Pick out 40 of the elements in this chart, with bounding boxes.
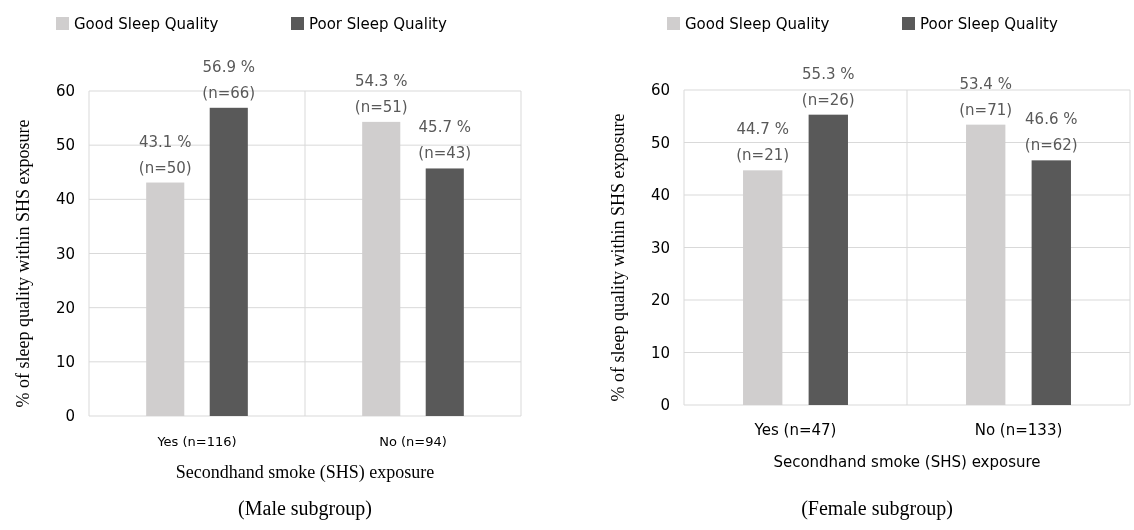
y-tick-label: 10 — [650, 343, 670, 362]
y-tick-label: 40 — [650, 186, 670, 204]
y-tick-label: 40 — [55, 190, 75, 209]
legend-label: Good Sleep Quality — [685, 15, 830, 33]
x-tick-label: No (n=94) — [379, 434, 447, 449]
legend-label: Poor Sleep Quality — [920, 15, 1058, 33]
y-axis-title: % of sleep quality within SHS exposure — [13, 119, 33, 408]
x-axis-title: Secondhand smoke (SHS) exposure — [175, 462, 435, 483]
data-label: 56.9 % (n=66) — [202, 57, 256, 102]
y-tick-label: 30 — [55, 244, 75, 263]
y-tick-label: 50 — [55, 136, 75, 155]
data-label: 44.7 % (n=21) — [736, 120, 790, 165]
bar — [209, 107, 248, 416]
y-tick-label: 0 — [660, 396, 670, 414]
x-tick-label: Yes (n=116) — [156, 434, 237, 449]
y-tick-label: 10 — [55, 352, 75, 371]
x-tick-label: No (n=133) — [974, 421, 1063, 439]
y-tick-label: 0 — [65, 407, 75, 425]
y-axis-title: % of sleep quality within SHS exposure — [608, 113, 628, 402]
text: (Female subgroup) — [801, 497, 953, 520]
legend-label: Poor Sleep Quality — [309, 15, 447, 33]
legend-label: Good Sleep Quality — [74, 15, 219, 33]
data-label: 53.4 % (n=71) — [959, 74, 1013, 119]
text: (Male subgroup) — [238, 497, 372, 520]
data-label: 54.3 % (n=51) — [354, 71, 408, 116]
y-tick-label: 20 — [55, 298, 75, 317]
bar — [1031, 160, 1071, 405]
y-tick-label: 60 — [650, 81, 670, 99]
data-label: 55.3 % (n=26) — [801, 64, 855, 109]
y-tick-label: 20 — [650, 291, 670, 309]
x-tick-label: Yes (n=47) — [753, 421, 837, 439]
y-tick-label: 60 — [55, 82, 75, 100]
bar — [808, 114, 848, 405]
bar — [425, 168, 464, 416]
data-label: 46.6 % (n=62) — [1024, 110, 1078, 155]
data-label: 43.1 % (n=50) — [138, 132, 192, 177]
y-tick-label: 30 — [650, 238, 670, 257]
x-axis-title: Secondhand smoke (SHS) exposure — [773, 453, 1041, 471]
data-label: 45.7 % (n=43) — [418, 118, 472, 163]
y-tick-label: 50 — [650, 133, 670, 152]
